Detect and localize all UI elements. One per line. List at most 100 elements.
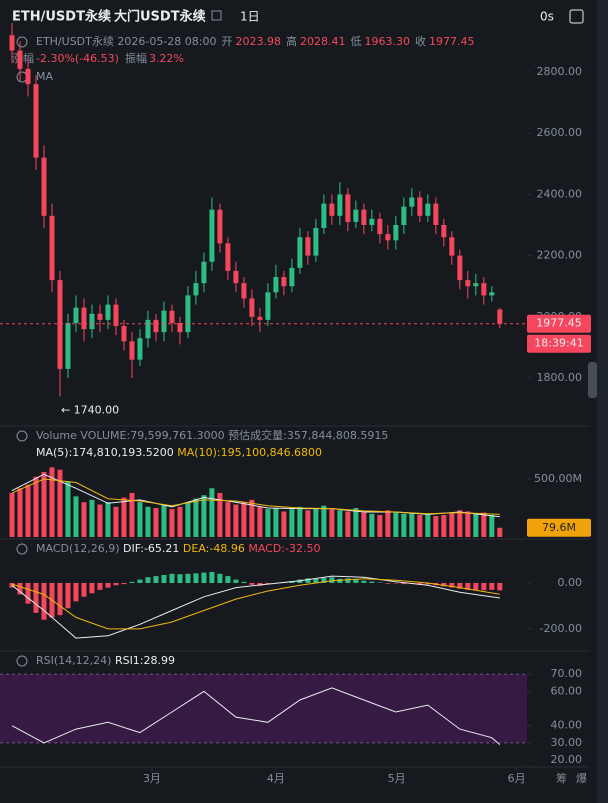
volume-bar [17,488,23,537]
candle-body [369,218,375,225]
candle-body [81,307,87,330]
candle-body [225,243,231,271]
volume-bar [169,509,175,537]
volume-bar [209,488,215,537]
volume-bar [457,510,463,537]
volume-bar [137,502,143,537]
volume-bar [465,511,471,537]
candle-body [185,295,191,333]
candle-body [273,277,279,293]
volume-bar [473,513,479,537]
countdown-tag [527,334,591,353]
volume-bar [129,492,135,537]
candle-body [313,228,319,256]
volume-bar [305,510,311,537]
ohlc-info: ETH/USDT永续 2026-05-28 08:00 开 2023.98 高 2028… [36,34,475,48]
macd-bar [313,578,319,583]
candle-body [345,194,351,222]
macd-bar [329,577,335,583]
macd-bar [97,582,103,590]
volume-bar [353,507,359,537]
volume-bar [385,510,391,537]
macd-legend: MACD(12,26,9) DIF:-65.21 DEA:-48.96 MACD… [36,542,320,555]
candle-body [17,50,23,69]
candle-body [441,225,447,238]
macd-bar [297,579,303,583]
burst-button[interactable]: 爆 [576,771,587,785]
edit-icon[interactable] [211,10,222,21]
candle-body [321,203,327,229]
volume-bar [329,509,335,537]
low-annotation: ← 1740.00 [61,403,119,416]
macd-bar [489,582,495,590]
ohlc-label: 高 [286,34,297,48]
chip-button[interactable]: 筹 [556,771,567,785]
macd-bar [473,582,479,590]
volume-bar [425,513,431,537]
bell-icon [16,655,28,667]
legend: DEA:-48.96 [183,542,245,555]
macd-bar [65,582,71,609]
interval[interactable]: 1日 [240,10,260,24]
indicator-line [11,578,500,630]
bell-icon [16,430,28,442]
y-tick-label: 2600.00 [537,126,583,139]
legend: DIF:-65.21 [123,542,179,555]
macd-bar [137,579,143,583]
volume-bar [361,512,367,537]
macd-bar [353,579,359,583]
indicator-line [11,478,500,515]
candle-body [329,203,335,216]
volume-bar [393,511,399,537]
indicator-line [11,687,501,745]
macd-bar [345,578,351,583]
macd-bar [177,574,183,583]
volume-bar [273,507,279,537]
y-tick-label: 2400.00 [537,187,583,200]
macd-bar [369,581,375,583]
candle-body [241,283,247,299]
y-tick-label: 2800.00 [537,65,583,78]
volume-bar [25,484,31,537]
volume-bar [369,513,375,537]
volume-bar [33,476,39,537]
candle-body [305,237,311,256]
x-tick-label: 4月 [267,772,285,785]
timer: 0s [540,10,554,24]
candle-body [49,215,55,281]
macd-bar [129,581,135,583]
candle-body [217,209,223,244]
fullscreen-icon[interactable] [569,9,584,24]
macd-bar [145,577,151,583]
candle-body [497,309,503,324]
volume-info: VOLUME:79,599,761.3000 [80,429,224,442]
y-tick-label: -200.00 [540,622,582,635]
candle-body [433,203,439,225]
macd-bar [321,577,327,583]
candle-body [161,310,167,333]
volume-bar [233,504,239,537]
volume-bar [9,492,15,537]
candle-body [41,157,47,216]
contract-name[interactable]: 大门USDT永续 [114,9,206,25]
candle-body [409,197,415,207]
volume-bar [225,502,231,537]
macd-bar [225,576,231,583]
candle-body [425,203,431,216]
macd-bar [265,582,271,585]
indicator: Volume [36,429,77,442]
macd-bar [385,582,391,584]
candle-body [177,322,183,333]
candle-body [361,209,367,225]
symbol[interactable]: ETH/USDT永续 [12,9,111,25]
volume-bar [337,510,343,537]
candle-body [393,225,399,241]
macd-bar [113,582,119,586]
candle-body [489,292,495,296]
y-tick-label: 0.00 [558,576,583,589]
scroll-handle[interactable] [588,362,597,398]
candle-body [169,310,175,323]
candle-body [9,35,15,51]
candle-body [473,283,479,287]
candle-body [449,237,455,256]
